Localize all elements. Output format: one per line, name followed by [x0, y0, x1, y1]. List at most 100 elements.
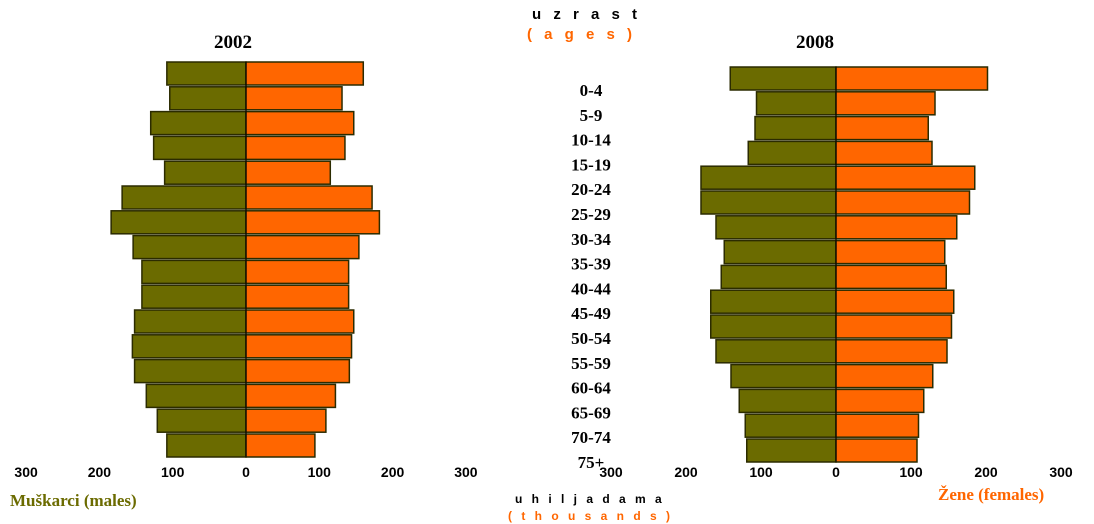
males-legend-label: Muškarci (males) — [10, 491, 137, 510]
age-label-40-44: 40-44 — [571, 279, 611, 298]
x-tick-2002-0: 300 — [14, 464, 38, 480]
bar-female-2002-25-29 — [245, 185, 373, 210]
bar-female-2008-70-74 — [835, 413, 920, 438]
ages-label-english: ( a g e s ) — [527, 26, 637, 43]
bar-male-2002-5-9 — [169, 86, 247, 111]
bar-female-2008-40-44 — [835, 264, 947, 290]
x-tick-2008-4: 100 — [899, 464, 923, 480]
bar-female-2008-25-29 — [835, 190, 971, 215]
bar-male-2002-0-4 — [166, 61, 247, 86]
x-tick-2008-0: 300 — [599, 464, 623, 480]
bar-male-2008-50-54 — [710, 314, 837, 339]
chart-title-2002: 2002 — [214, 32, 252, 53]
bar-male-2002-40-44 — [141, 259, 247, 285]
age-label-50-54: 50-54 — [571, 329, 611, 348]
bar-female-2002-45-49 — [245, 284, 350, 309]
bar-female-2002-35-39 — [245, 234, 360, 260]
bar-female-2008-20-24 — [835, 165, 976, 190]
bar-female-2008-0-4 — [835, 66, 989, 91]
bar-female-2008-65-69 — [835, 388, 925, 414]
x-tick-2008-5: 200 — [974, 464, 998, 480]
bar-male-2002-35-39 — [132, 234, 247, 260]
unit-label-local: u h i l j a d a m a — [515, 492, 665, 506]
bar-female-2008-55-59 — [835, 339, 948, 364]
bar-male-2002-75+ — [166, 433, 247, 458]
bar-female-2008-75+ — [835, 438, 918, 463]
x-tick-2002-2: 100 — [161, 464, 185, 480]
bar-male-2008-35-39 — [723, 239, 837, 265]
bar-male-2002-60-64 — [133, 358, 247, 384]
bar-female-2002-50-54 — [245, 309, 355, 334]
bar-female-2002-75+ — [245, 433, 316, 458]
x-tick-2002-4: 100 — [308, 464, 332, 480]
age-label-15-19: 15-19 — [571, 155, 611, 174]
x-tick-2008-6: 300 — [1049, 464, 1073, 480]
bar-female-2002-65-69 — [245, 383, 337, 409]
bar-female-2002-70-74 — [245, 408, 327, 433]
bar-male-2002-25-29 — [121, 185, 247, 210]
bar-male-2008-70-74 — [744, 413, 837, 438]
females-legend-label: Žene (females) — [938, 485, 1045, 504]
bar-male-2008-75+ — [746, 438, 837, 463]
age-label-5-9: 5-9 — [580, 106, 603, 125]
bar-male-2008-10-14 — [754, 115, 837, 141]
x-tick-2002-1: 200 — [88, 464, 112, 480]
age-label-0-4: 0-4 — [580, 81, 603, 100]
bar-female-2002-10-14 — [245, 110, 355, 136]
bar-female-2002-5-9 — [245, 86, 343, 111]
age-label-35-39: 35-39 — [571, 255, 611, 274]
bar-female-2002-0-4 — [245, 61, 365, 86]
bar-male-2002-10-14 — [149, 110, 247, 136]
bar-male-2008-45-49 — [710, 289, 837, 314]
bar-female-2008-15-19 — [835, 140, 933, 166]
bar-male-2008-20-24 — [700, 165, 837, 190]
bar-male-2008-55-59 — [715, 339, 837, 364]
bar-female-2008-35-39 — [835, 239, 946, 265]
bar-female-2002-30-34 — [245, 210, 381, 235]
bar-male-2008-25-29 — [700, 190, 837, 215]
x-tick-2002-5: 200 — [381, 464, 405, 480]
bar-male-2002-55-59 — [131, 334, 247, 359]
chart-title-2008: 2008 — [796, 32, 834, 53]
bar-female-2008-50-54 — [835, 314, 953, 339]
x-tick-2008-3: 0 — [832, 464, 840, 480]
x-tick-2008-2: 100 — [749, 464, 773, 480]
age-label-60-64: 60-64 — [571, 379, 611, 398]
bar-male-2002-30-34 — [110, 210, 247, 235]
bar-female-2002-20-24 — [245, 160, 332, 185]
bar-female-2002-60-64 — [245, 358, 351, 384]
x-tick-2002-6: 300 — [454, 464, 478, 480]
bar-male-2008-30-34 — [715, 215, 837, 240]
age-label-55-59: 55-59 — [571, 354, 611, 373]
bar-male-2002-50-54 — [133, 309, 247, 334]
bar-female-2008-10-14 — [835, 115, 929, 141]
bar-male-2008-15-19 — [747, 140, 837, 166]
bar-female-2008-30-34 — [835, 215, 958, 240]
bar-female-2002-55-59 — [245, 334, 353, 359]
age-label-75+: 75+ — [578, 453, 605, 472]
bar-male-2002-70-74 — [156, 408, 247, 433]
age-label-65-69: 65-69 — [571, 403, 611, 422]
age-label-25-29: 25-29 — [571, 205, 611, 224]
bar-male-2002-20-24 — [163, 160, 247, 185]
bar-male-2008-40-44 — [720, 264, 837, 290]
bar-male-2008-60-64 — [730, 363, 837, 389]
age-label-30-34: 30-34 — [571, 230, 611, 249]
bar-female-2002-40-44 — [245, 259, 350, 285]
age-label-70-74: 70-74 — [571, 428, 611, 447]
age-label-20-24: 20-24 — [571, 180, 611, 199]
x-tick-2002-3: 0 — [242, 464, 250, 480]
bar-male-2008-65-69 — [738, 388, 837, 414]
x-tick-2008-1: 200 — [674, 464, 698, 480]
bar-male-2002-65-69 — [145, 383, 247, 409]
age-label-10-14: 10-14 — [571, 131, 611, 150]
bar-female-2002-15-19 — [245, 135, 346, 161]
age-label-45-49: 45-49 — [571, 304, 611, 323]
bar-male-2002-15-19 — [152, 135, 247, 161]
bar-female-2008-5-9 — [835, 91, 936, 116]
ages-label-local: u z r a s t — [532, 6, 642, 23]
unit-label-english: ( t h o u s a n d s ) — [508, 509, 673, 523]
bar-female-2008-45-49 — [835, 289, 955, 314]
bar-male-2008-5-9 — [755, 91, 837, 116]
